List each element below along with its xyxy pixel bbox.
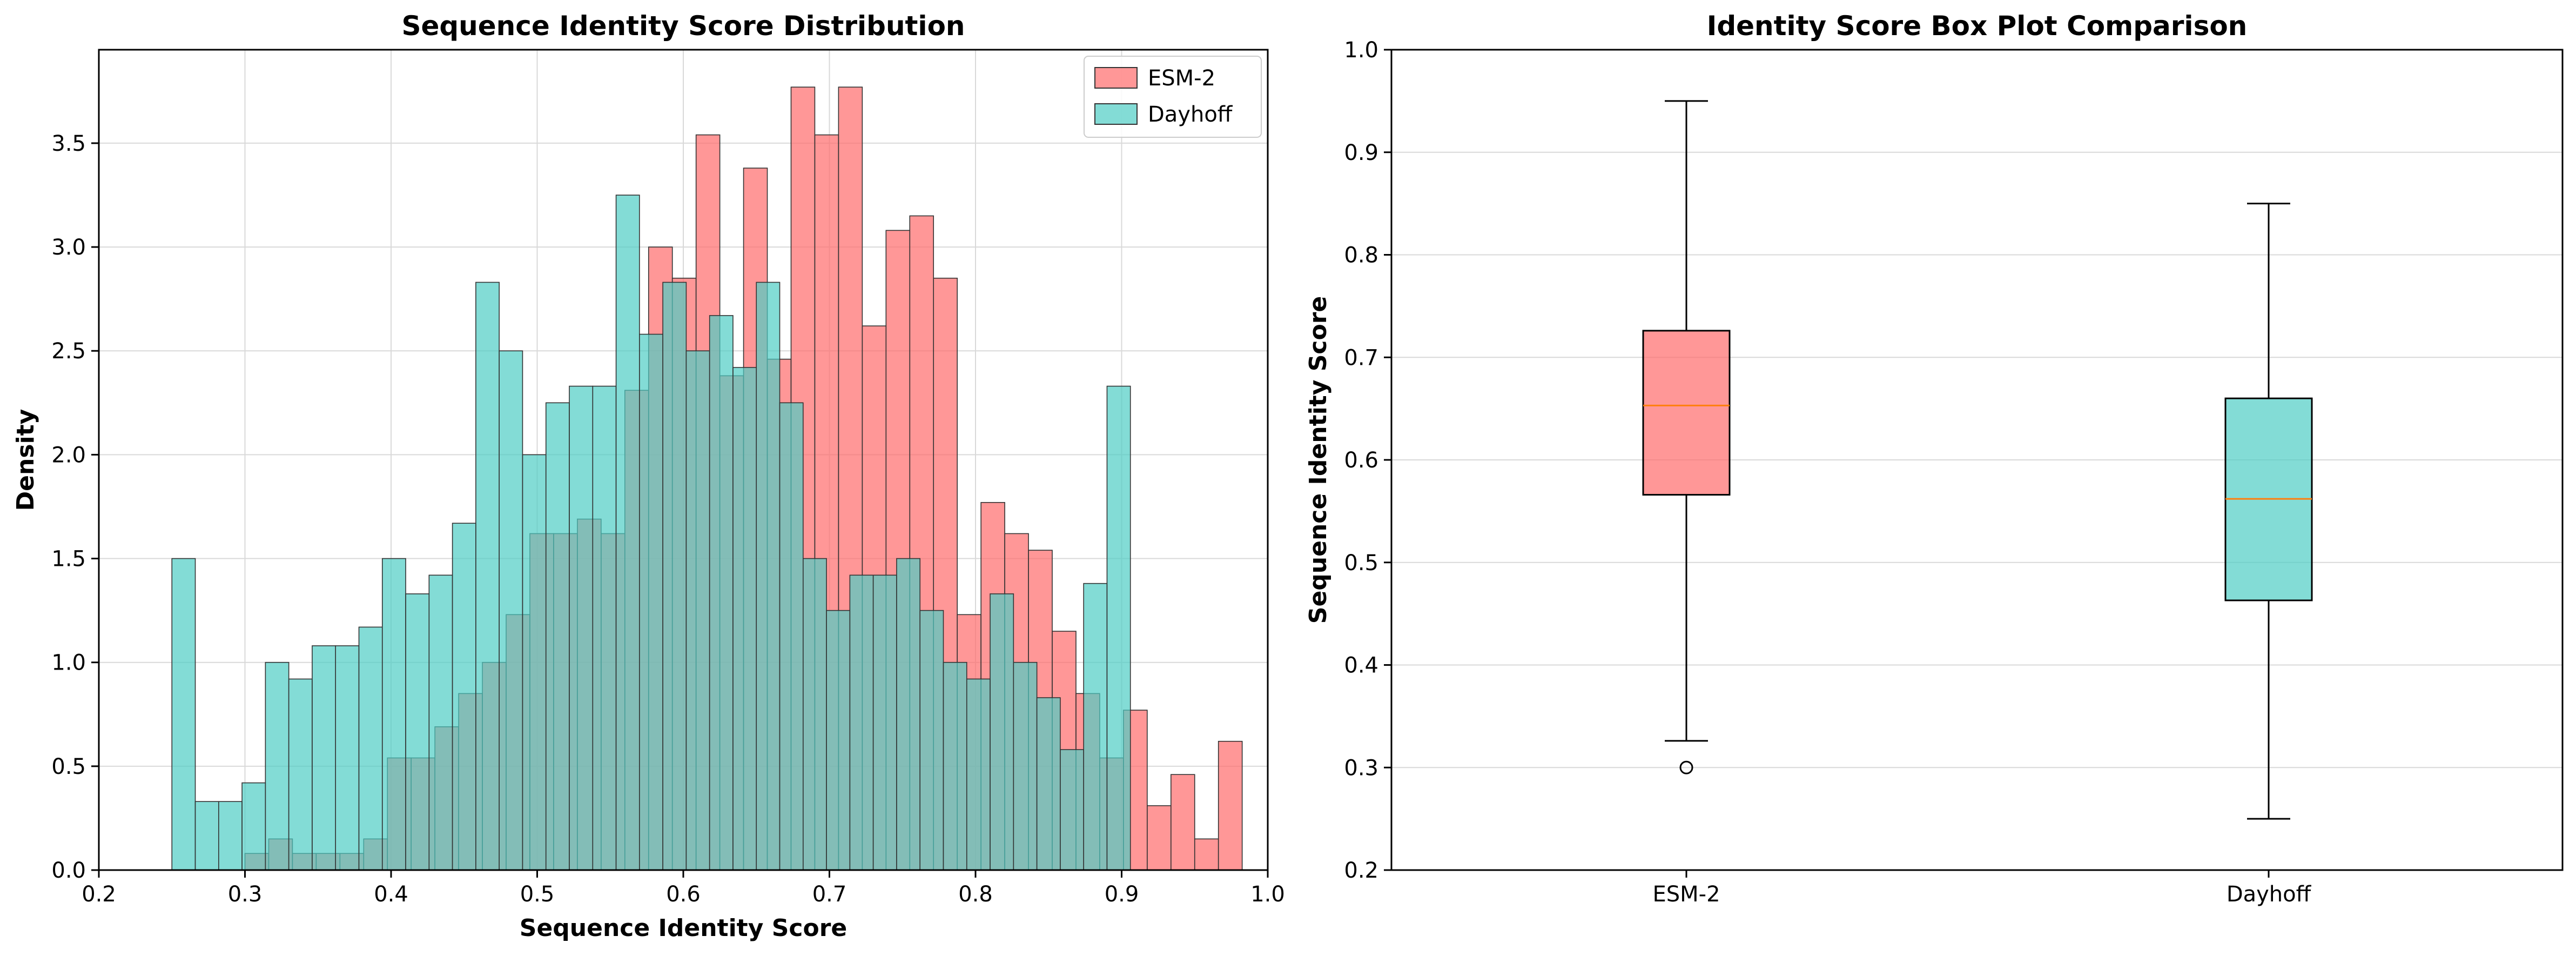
dayhoff-bar	[709, 315, 734, 871]
dayhoff-bar	[288, 678, 313, 871]
histogram-y-tick-label: 0.0	[51, 858, 86, 883]
dayhoff-bar	[358, 626, 383, 871]
boxplot-x-ticks: ESM-2 Dayhoff	[1652, 870, 2312, 907]
histogram-panel: Sequence Identity Score Distribution 0.2…	[12, 10, 1285, 942]
dayhoff-bars	[171, 195, 1131, 871]
dayhoff-bar	[218, 801, 243, 871]
histogram-y-tick-label: 0.5	[51, 754, 86, 779]
esm2-bar	[1170, 774, 1195, 871]
legend-label-esm2: ESM-2	[1148, 66, 1215, 91]
dayhoff-bar	[615, 195, 640, 871]
dayhoff-bar	[194, 801, 219, 871]
histogram-y-tick-label: 3.0	[51, 235, 86, 260]
histogram-title: Sequence Identity Score Distribution	[401, 10, 965, 42]
legend-swatch-dayhoff	[1094, 103, 1138, 125]
dayhoff-bar	[919, 610, 944, 871]
dayhoff-bar	[756, 282, 781, 871]
histogram-x-tick-label: 0.4	[374, 882, 408, 907]
boxplot-x-tick-label: ESM-2	[1652, 882, 1720, 907]
boxplot-x-tick-label: Dayhoff	[2227, 882, 2312, 907]
boxplot-y-tick-label: 0.3	[1344, 756, 1378, 780]
dayhoff-bar	[475, 282, 500, 871]
boxplot-grid	[1391, 49, 2562, 871]
histogram-y-tick-label: 1.5	[51, 547, 86, 572]
histogram-y-ticks: 0.0 0.5 1.0 1.5 2.0 2.5 3.0 3.5	[51, 131, 99, 883]
dayhoff-bar	[499, 350, 523, 871]
boxplot-marks	[1642, 100, 2313, 820]
histogram-y-tick-label: 2.5	[51, 339, 86, 364]
dayhoff-bar	[826, 610, 851, 871]
boxplot-y-tick-label: 0.6	[1344, 448, 1378, 473]
histogram-x-tick-label: 0.7	[812, 882, 847, 907]
histogram-x-tick-label: 0.5	[520, 882, 555, 907]
dayhoff-bar	[241, 782, 266, 871]
dayhoff-bar	[592, 385, 617, 871]
dayhoff-bar	[428, 574, 453, 871]
boxplot-y-tick-label: 0.7	[1344, 345, 1378, 370]
dayhoff-bar	[335, 645, 360, 871]
histogram-x-tick-label: 0.2	[82, 882, 116, 907]
histogram-x-tick-label: 0.9	[1105, 882, 1139, 907]
histogram-x-tick-label: 1.0	[1250, 882, 1285, 907]
dayhoff-bar	[1106, 385, 1131, 871]
dayhoff-bar	[732, 367, 757, 871]
boxplot-y-tick-label: 0.2	[1344, 858, 1378, 883]
dayhoff-bar	[522, 454, 547, 871]
histogram-y-axis-title: Density	[12, 409, 39, 511]
histogram-x-tick-label: 0.8	[958, 882, 993, 907]
dayhoff-bar	[943, 661, 967, 871]
dayhoff-bar	[896, 558, 921, 871]
esm2-outlier	[1679, 760, 1693, 774]
dayhoff-bar	[1060, 749, 1084, 871]
boxplot-panel: Identity Score Box Plot Comparison ESM-2…	[1304, 10, 2564, 907]
dayhoff-bar	[803, 558, 827, 871]
boxplot-y-tick-label: 0.8	[1344, 243, 1378, 268]
esm2-bar	[1218, 740, 1243, 871]
dayhoff-bar	[966, 678, 991, 871]
dayhoff-bar	[381, 558, 406, 871]
histogram-y-tick-label: 3.5	[51, 131, 86, 156]
dayhoff-bar	[639, 333, 663, 871]
histogram-y-tick-label: 1.0	[51, 651, 86, 676]
dayhoff-bar	[849, 574, 874, 871]
histogram-x-ticks: 0.2 0.3 0.4 0.5 0.6 0.7 0.8 0.9 1.0	[82, 870, 1285, 907]
boxplot-y-tick-label: 1.0	[1344, 38, 1378, 63]
dayhoff-bar	[265, 661, 290, 871]
dayhoff-bar	[662, 282, 687, 871]
dayhoff-bar	[312, 645, 337, 871]
boxplot-y-ticks: 0.2 0.3 0.4 0.5 0.6 0.7 0.8 0.9 1.0	[1344, 38, 1391, 883]
dayhoff-bar	[545, 402, 570, 871]
esm2-bar	[1147, 805, 1172, 871]
histogram-legend: ESM-2 Dayhoff	[1084, 56, 1262, 138]
dayhoff-bar	[685, 350, 710, 871]
esm2-bar	[1194, 838, 1219, 871]
boxplot-y-tick-label: 0.9	[1344, 141, 1378, 165]
dayhoff-bar	[452, 523, 476, 871]
dayhoff-bar	[569, 385, 594, 871]
dayhoff-bar	[1083, 583, 1108, 871]
boxplot-y-tick-label: 0.5	[1344, 551, 1378, 576]
dayhoff-bar	[1013, 661, 1038, 871]
legend-swatch-esm2	[1094, 67, 1138, 89]
boxplot-y-tick-label: 0.4	[1344, 653, 1378, 678]
dayhoff-bar	[990, 593, 1014, 871]
histogram-y-tick-label: 2.0	[51, 443, 86, 467]
dayhoff-bar	[171, 558, 196, 871]
dayhoff-bar	[1036, 697, 1061, 871]
histogram-x-tick-label: 0.6	[666, 882, 701, 907]
boxplot-y-axis-title: Sequence Identity Score	[1304, 296, 1332, 624]
dayhoff-bar	[405, 593, 430, 871]
histogram-x-tick-label: 0.3	[228, 882, 263, 907]
histogram-x-axis-title: Sequence Identity Score	[520, 914, 847, 942]
dayhoff-bar	[779, 402, 804, 871]
esm2-box	[1642, 330, 1731, 496]
dayhoff-bar	[872, 574, 897, 871]
legend-label-dayhoff: Dayhoff	[1148, 102, 1233, 127]
boxplot-title: Identity Score Box Plot Comparison	[1707, 10, 2248, 42]
